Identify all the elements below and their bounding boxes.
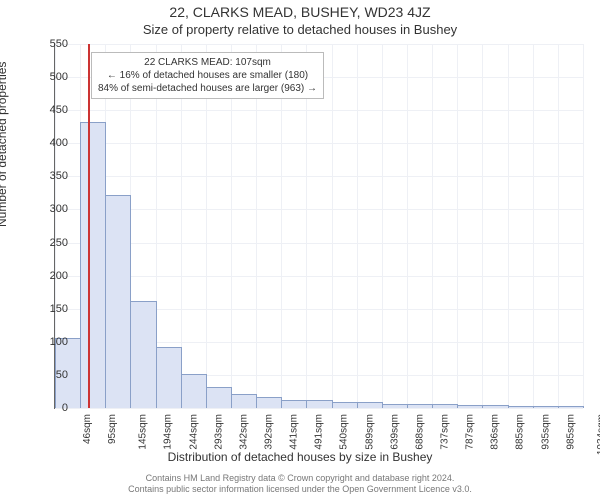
x-tick-label: 639sqm [389, 414, 400, 450]
x-tick-label: 885sqm [515, 414, 526, 450]
x-tick-label: 985sqm [565, 414, 576, 450]
gridline-vertical [432, 44, 433, 408]
gridline-horizontal [55, 276, 583, 277]
x-tick-label: 1034sqm [596, 414, 600, 455]
gridline-horizontal [55, 110, 583, 111]
histogram-bar [482, 405, 508, 408]
histogram-bar [206, 387, 232, 408]
histogram-bar [533, 406, 559, 408]
histogram-bar [130, 301, 156, 408]
annotation-box: 22 CLARKS MEAD: 107sqm← 16% of detached … [91, 52, 324, 99]
y-tick-label: 300 [50, 203, 68, 215]
y-tick-label: 450 [50, 104, 68, 116]
x-tick-label: 244sqm [188, 414, 199, 450]
x-tick-label: 293sqm [213, 414, 224, 450]
histogram-bar [357, 402, 383, 408]
y-axis-label: Number of detached properties [0, 62, 9, 227]
annotation-line3: 84% of semi-detached houses are larger (… [98, 82, 317, 95]
histogram-bar [231, 394, 257, 408]
x-tick-label: 589sqm [364, 414, 375, 450]
marker-line [88, 44, 90, 408]
y-tick-label: 500 [50, 71, 68, 83]
gridline-vertical [332, 44, 333, 408]
gridline-vertical [482, 44, 483, 408]
histogram-bar [181, 374, 207, 408]
footer-attribution: Contains HM Land Registry data © Crown c… [0, 473, 600, 496]
chart-title-line1: 22, CLARKS MEAD, BUSHEY, WD23 4JZ [0, 4, 600, 20]
x-tick-label: 194sqm [163, 414, 174, 450]
histogram-bar [80, 122, 106, 408]
x-tick-label: 145sqm [138, 414, 149, 450]
gridline-vertical [558, 44, 559, 408]
gridline-horizontal [55, 209, 583, 210]
x-tick-label: 787sqm [465, 414, 476, 450]
gridline-vertical [382, 44, 383, 408]
gridline-vertical [533, 44, 534, 408]
gridline-horizontal [55, 408, 583, 409]
x-tick-label: 441sqm [289, 414, 300, 450]
histogram-bar [306, 400, 332, 408]
gridline-vertical [583, 44, 584, 408]
y-tick-label: 150 [50, 303, 68, 315]
gridline-horizontal [55, 243, 583, 244]
histogram-bar [281, 400, 307, 408]
chart-container: 22, CLARKS MEAD, BUSHEY, WD23 4JZ Size o… [0, 0, 600, 500]
gridline-horizontal [55, 44, 583, 45]
histogram-bar [156, 347, 182, 408]
y-tick-label: 250 [50, 237, 68, 249]
gridline-horizontal [55, 143, 583, 144]
annotation-line1: 22 CLARKS MEAD: 107sqm [98, 56, 317, 69]
x-tick-label: 342sqm [238, 414, 249, 450]
x-tick-label: 540sqm [339, 414, 350, 450]
x-tick-label: 688sqm [414, 414, 425, 450]
histogram-bar [432, 404, 458, 408]
gridline-vertical [407, 44, 408, 408]
x-axis-label: Distribution of detached houses by size … [0, 450, 600, 464]
y-tick-label: 200 [50, 270, 68, 282]
annotation-line2: ← 16% of detached houses are smaller (18… [98, 69, 317, 82]
histogram-bar [558, 406, 584, 408]
y-tick-label: 400 [50, 137, 68, 149]
histogram-bar [256, 397, 282, 408]
x-tick-label: 46sqm [82, 414, 93, 444]
y-tick-label: 50 [56, 369, 68, 381]
gridline-vertical [508, 44, 509, 408]
x-tick-label: 491sqm [314, 414, 325, 450]
y-tick-label: 100 [50, 336, 68, 348]
x-tick-label: 737sqm [440, 414, 451, 450]
footer-line1: Contains HM Land Registry data © Crown c… [0, 473, 600, 485]
histogram-bar [508, 406, 534, 408]
x-tick-label: 392sqm [264, 414, 275, 450]
histogram-bar [407, 404, 433, 408]
histogram-bar [105, 195, 131, 408]
gridline-vertical [357, 44, 358, 408]
plot-area: 22 CLARKS MEAD: 107sqm← 16% of detached … [54, 44, 583, 409]
histogram-bar [457, 405, 483, 408]
x-tick-label: 935sqm [540, 414, 551, 450]
x-tick-label: 836sqm [490, 414, 501, 450]
gridline-horizontal [55, 176, 583, 177]
gridline-vertical [457, 44, 458, 408]
y-tick-label: 0 [62, 402, 68, 414]
chart-title-line2: Size of property relative to detached ho… [0, 22, 600, 37]
footer-line2: Contains public sector information licen… [0, 484, 600, 496]
y-tick-label: 350 [50, 170, 68, 182]
y-tick-label: 550 [50, 38, 68, 50]
x-tick-label: 95sqm [107, 414, 118, 444]
histogram-bar [382, 404, 408, 408]
histogram-bar [332, 402, 358, 408]
